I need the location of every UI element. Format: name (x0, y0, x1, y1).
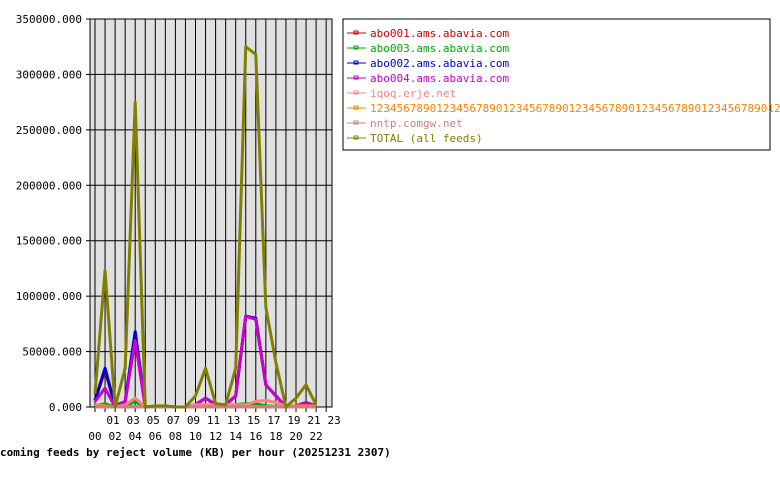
x-tick-label: 23 (328, 414, 341, 427)
x-tick-label: 02 (108, 430, 121, 443)
x-tick-label: 21 (307, 414, 320, 427)
x-tick-label: 11 (207, 414, 220, 427)
legend-marker (353, 105, 359, 110)
y-tick-label: 150000.000 (16, 235, 82, 248)
y-axis: 0.000 50000.000 100000.000 150000.000 200000… (16, 13, 90, 414)
y-tick-label: 200000.000 (16, 179, 82, 192)
x-tick-label: 18 (269, 430, 282, 443)
legend-box (342, 18, 771, 151)
x-tick-label: 05 (147, 414, 160, 427)
legend-marker (353, 60, 359, 65)
x-tick-label: 14 (229, 430, 243, 443)
legend-marker (353, 75, 359, 80)
x-tick-label: 03 (127, 414, 140, 427)
y-tick-label: 350000.000 (16, 13, 82, 26)
legend-marker (353, 45, 359, 50)
x-axis: 00 01 02 03 04 05 06 07 08 09 10 11 12 13 14 15 16 17 18 19… (88, 407, 341, 443)
x-tick-label: 01 (106, 414, 119, 427)
legend-entry: 1234567890123456789012345678901234567890… (370, 102, 780, 115)
x-tick-label: 08 (169, 430, 182, 443)
y-tick-label: 0.000 (49, 401, 82, 414)
series-lines (93, 45, 318, 409)
y-tick-label: 300000.000 (16, 68, 82, 81)
x-tick-label: 12 (209, 430, 222, 443)
x-tick-label: 07 (167, 414, 180, 427)
y-tick-label: 100000.000 (16, 290, 82, 303)
series-line (94, 396, 317, 409)
y-tick-label: 50000.000 (22, 346, 82, 359)
series-line (93, 314, 317, 409)
series-line (93, 45, 318, 409)
x-tick-label: 17 (267, 414, 280, 427)
legend-entry: iqoq.erje.net (370, 87, 456, 100)
x-tick-label: 13 (227, 414, 240, 427)
x-tick-label: 20 (289, 430, 302, 443)
legend-entry: abo002.ams.abavia.com (370, 57, 509, 70)
x-tick-label: 19 (287, 414, 300, 427)
x-tick-label: 16 (249, 430, 262, 443)
legend-marker (353, 135, 359, 140)
chart-title: coming feeds by reject volume (KB) per h… (0, 446, 391, 459)
legend-entry: abo004.ams.abavia.com (370, 72, 509, 85)
legend-marker (353, 120, 359, 125)
legend-entry: abo001.ams.abavia.com (370, 27, 509, 40)
x-tick-label: 15 (247, 414, 260, 427)
legend-marker (353, 30, 359, 35)
x-tick-label: 04 (129, 430, 143, 443)
legend-marker (353, 90, 359, 95)
legend-entry: abo003.ams.abavia.com (370, 42, 509, 55)
legend-entry: TOTAL (all feeds) (370, 132, 483, 145)
legend-entry: nntp.comgw.net (370, 117, 463, 130)
x-tick-label: 00 (88, 430, 101, 443)
x-tick-label: 09 (187, 414, 200, 427)
x-tick-label: 06 (149, 430, 162, 443)
legend: abo001.ams.abavia.com abo003.ams.abavia.c… (347, 27, 780, 145)
x-tick-label: 22 (309, 430, 322, 443)
y-tick-label: 250000.000 (16, 124, 82, 137)
x-tick-label: 10 (189, 430, 202, 443)
